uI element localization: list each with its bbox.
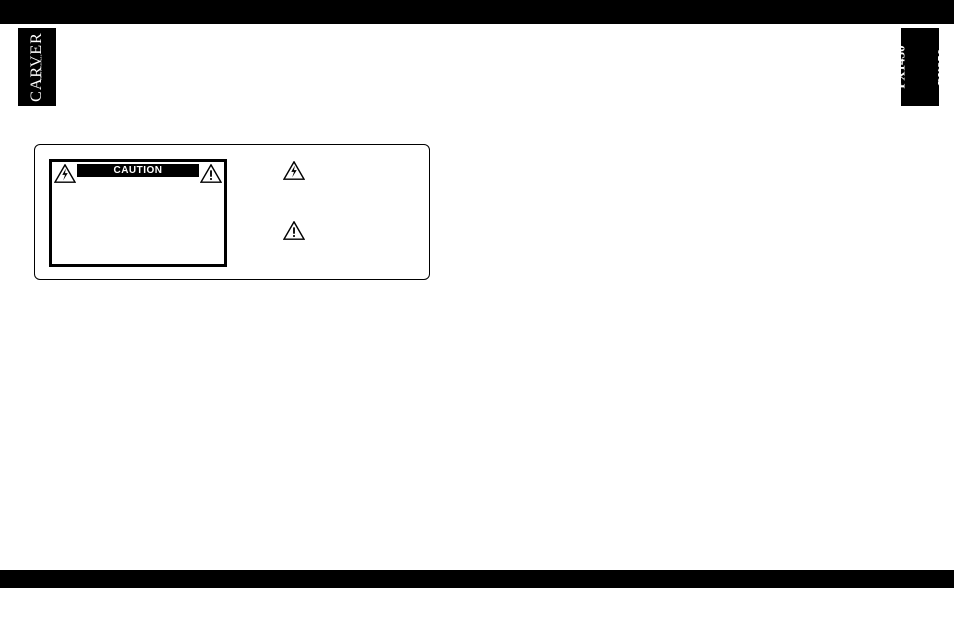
top-bar	[0, 0, 954, 24]
brand-tagline: PROFESSIONAL	[39, 54, 43, 80]
warning-icon	[283, 221, 305, 241]
model-line-1: PX850	[935, 49, 951, 86]
brand-name: CARVER	[28, 32, 46, 102]
shock-hazard-icon	[54, 164, 76, 184]
header-row: CARVER PROFESSIONAL PX1450 PX850	[0, 24, 954, 136]
warning-icon	[200, 164, 222, 184]
caution-box: CAUTION	[49, 159, 227, 267]
caution-header: CAUTION	[52, 162, 224, 184]
model-badge: PX1450 PX850	[901, 28, 939, 106]
shock-hazard-icon	[283, 161, 305, 181]
brand-logo: CARVER PROFESSIONAL	[18, 28, 56, 106]
model-line-2: PX1450	[893, 45, 909, 88]
bottom-bar	[0, 570, 954, 588]
caution-label: CAUTION	[77, 164, 199, 177]
caution-panel: CAUTION	[34, 144, 430, 280]
